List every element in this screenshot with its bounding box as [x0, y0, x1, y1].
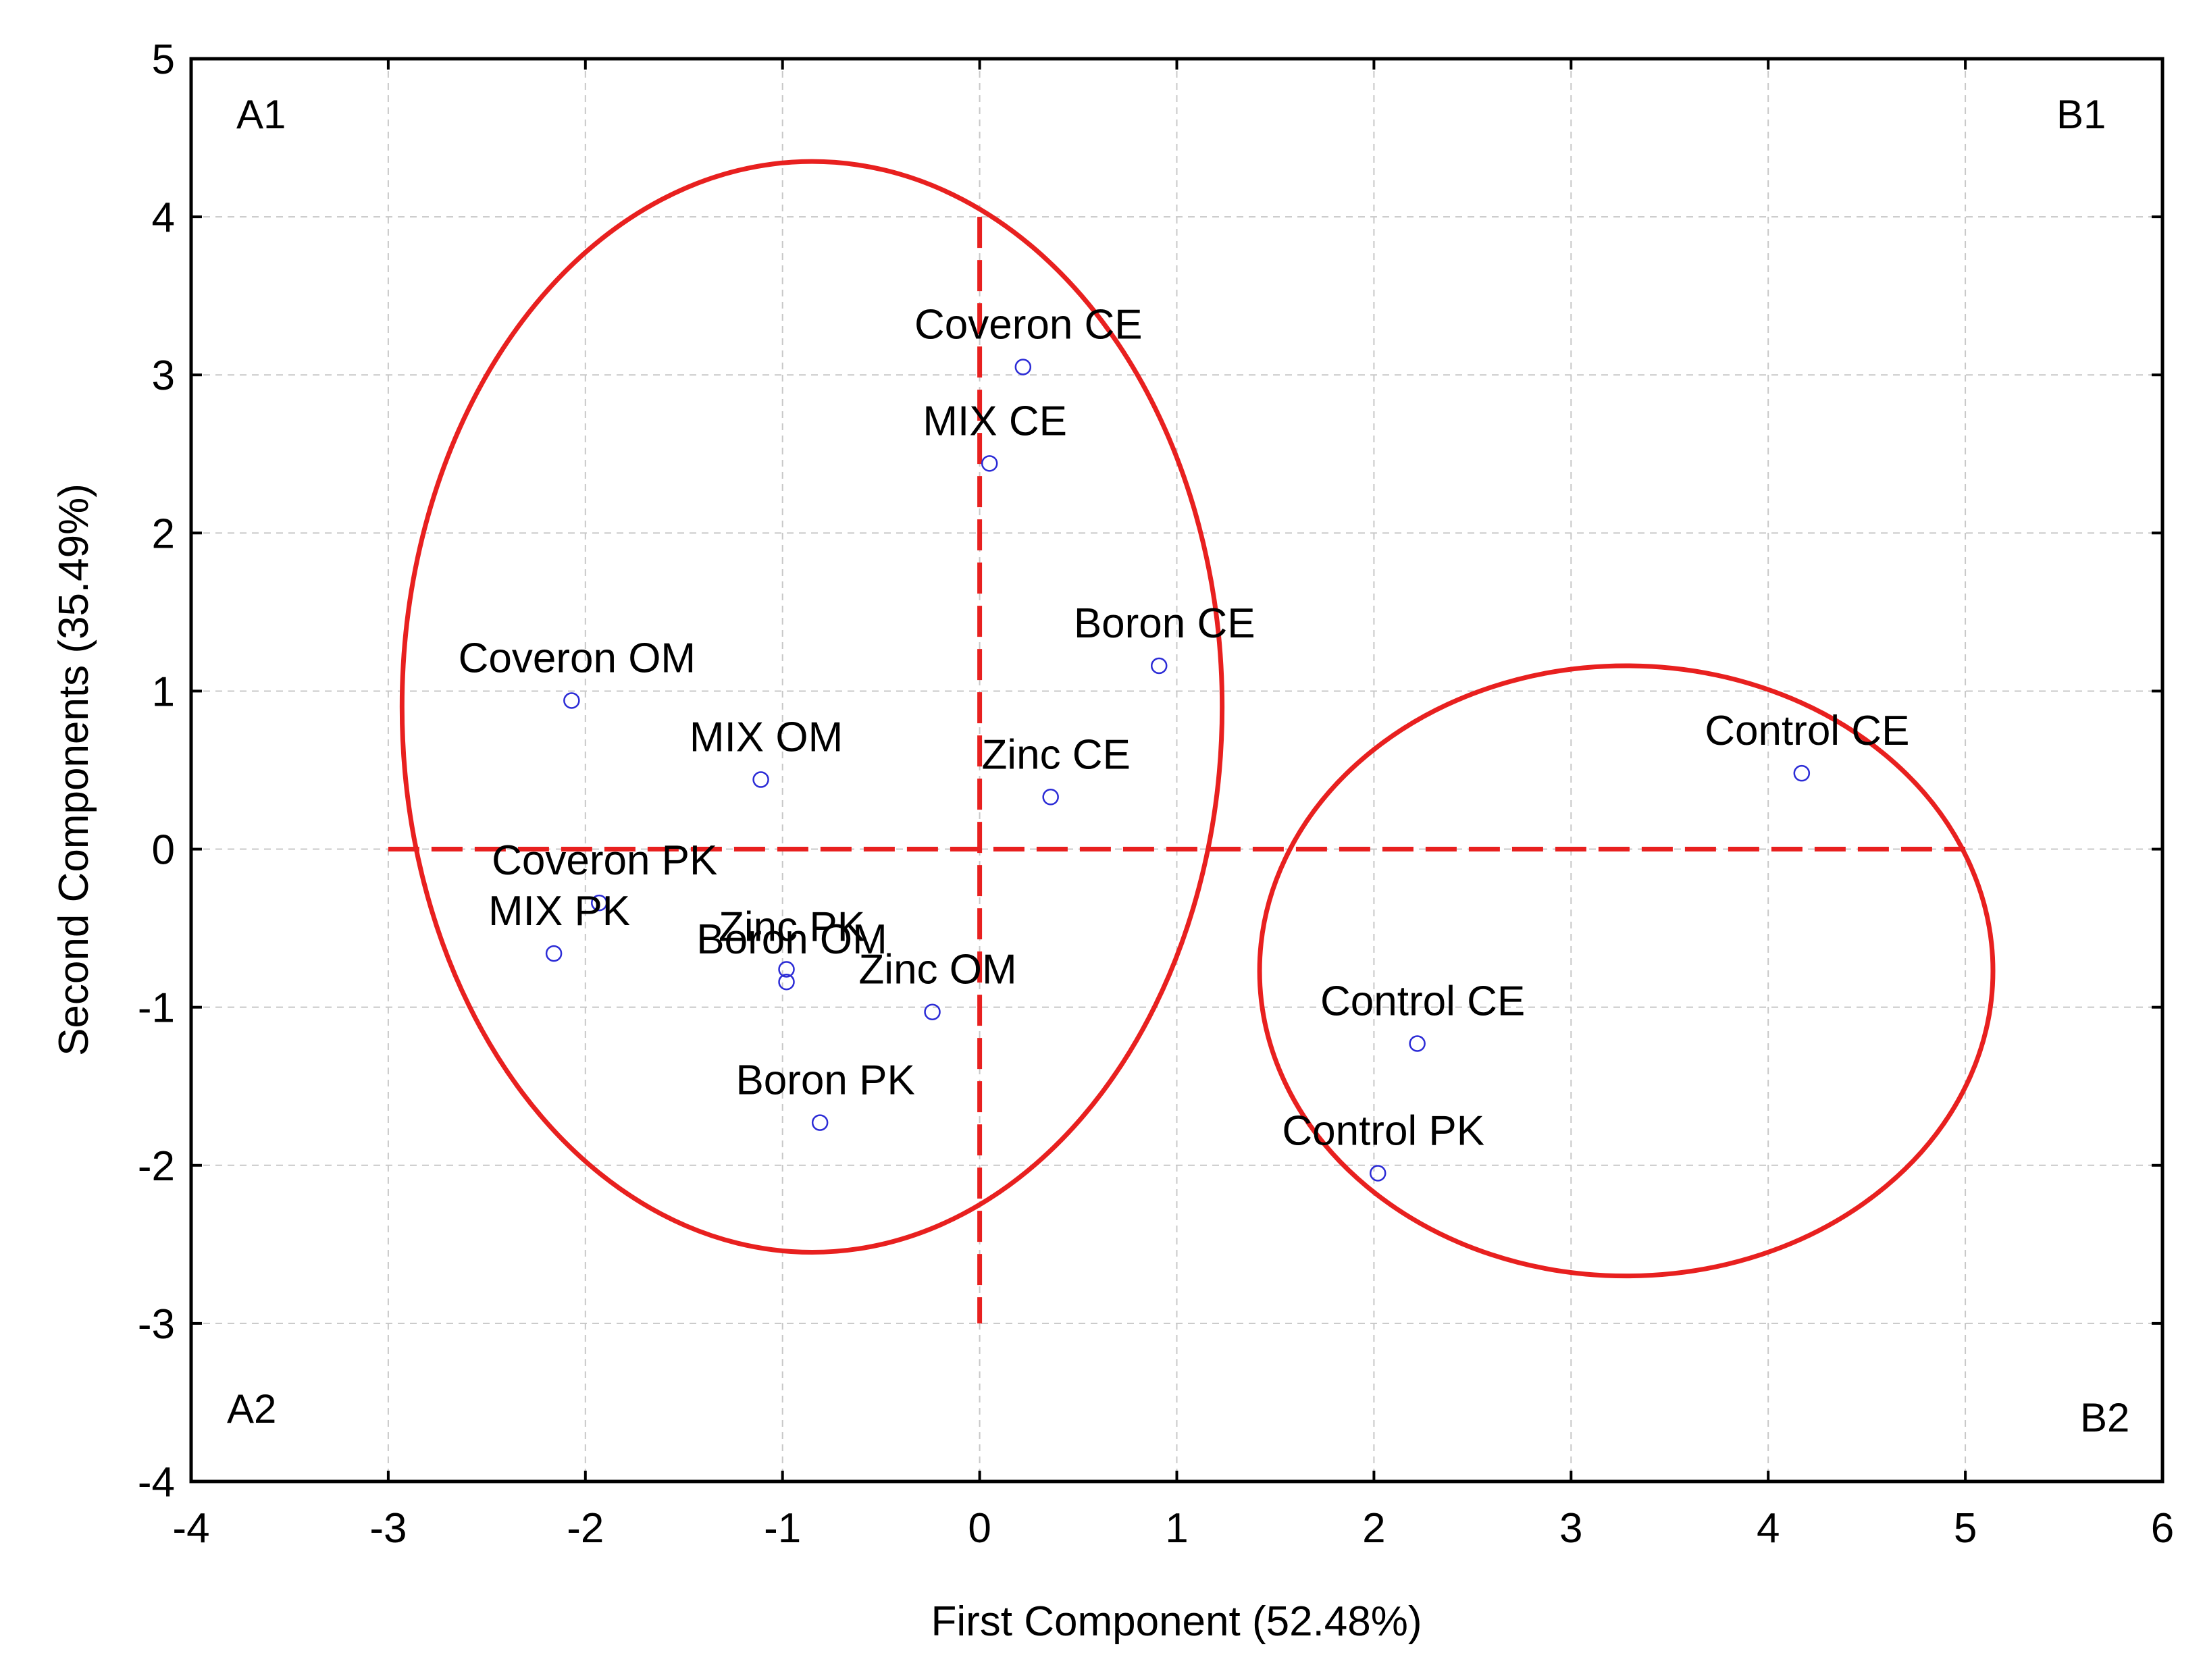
x-tick-label: 4 [1757, 1505, 1780, 1552]
y-tick-label: -3 [138, 1301, 175, 1348]
point-label-control-ce: Control CE [1320, 978, 1525, 1025]
point-label-boron-pk: Boron PK [735, 1057, 914, 1104]
point-layer: Coveron CE MIX CE Boron CE Coveron OM MIX OM… [459, 302, 1909, 1182]
x-tick-label: 1 [1165, 1505, 1188, 1552]
point-coveron-pk [590, 894, 608, 912]
y-tick-label: 1 [152, 668, 175, 715]
point-label-coveron-pk: Coveron PK [492, 837, 717, 884]
point-zinc-ce [1042, 789, 1059, 806]
y-tick-label: 0 [152, 827, 175, 874]
x-tick-label: -2 [567, 1505, 604, 1552]
point-label-mix-om: MIX OM [690, 714, 843, 761]
ellipse-group-b [1257, 663, 1996, 1279]
x-tick-label: 2 [1362, 1505, 1385, 1552]
x-tick-label: 5 [1954, 1505, 1977, 1552]
y-tick-label: 4 [152, 194, 175, 241]
point-control-ce [1409, 1035, 1426, 1052]
y-tick-label: 5 [152, 36, 175, 83]
point-zinc-om [924, 1003, 941, 1020]
point-label-zinc-ce: Zinc CE [981, 731, 1130, 778]
quadrant-label-b1: B1 [2056, 92, 2106, 137]
x-tick-label: 0 [968, 1505, 991, 1552]
x-tick-label: -1 [764, 1505, 801, 1552]
x-tick-label: -3 [369, 1505, 407, 1552]
y-tick-label: 3 [152, 352, 175, 399]
y-tick-label: -4 [138, 1459, 175, 1506]
quadrant-label-a2: A2 [227, 1386, 276, 1432]
point-label-zinc-om: Zinc OM [858, 947, 1016, 993]
y-tick-label: 2 [152, 510, 175, 557]
point-boron-ce [1150, 657, 1168, 675]
quadrant-label-b2: B2 [2080, 1395, 2129, 1440]
point-label-control-pk: Control PK [1282, 1107, 1484, 1154]
point-label-zinc-pk: Zinc PK [719, 903, 865, 950]
point-zinc-pk [778, 961, 795, 978]
y-axis-title: Second Components (35.49%) [51, 483, 97, 1056]
x-tick-label: -4 [172, 1505, 209, 1552]
point-mix-pk [545, 945, 563, 962]
point-label-mix-pk: MIX PK [488, 888, 630, 935]
point-label-boron-ce: Boron CE [1074, 600, 1255, 647]
point-coveron-om [563, 692, 580, 709]
ellipse-group-a [399, 159, 1225, 1255]
y-tick-label: -1 [138, 985, 175, 1032]
x-tick-label: 6 [2151, 1505, 2174, 1552]
y-tick-label: -2 [138, 1143, 175, 1190]
point-label-coveron-ce: Coveron CE [914, 302, 1143, 348]
point-control-ce [1793, 764, 1811, 782]
x-tick-label: 3 [1559, 1505, 1582, 1552]
point-label-mix-ce: MIX CE [923, 398, 1067, 444]
tick-layer: -4 -3 -2 -1 0 1 2 3 4 5 6 -4 -3 -2 -1 0 1 2 3 4 5 [138, 36, 2174, 1552]
point-label-boron-om: Boron OM [696, 916, 887, 963]
point-boron-om [778, 973, 795, 991]
point-coveron-ce [1014, 359, 1032, 375]
quadrant-label-a1: A1 [236, 92, 286, 137]
guide-layer [388, 217, 1966, 1323]
point-control-pk [1369, 1165, 1386, 1182]
point-label-control-ce: Control CE [1705, 708, 1909, 754]
x-axis-title: First Component (52.48%) [931, 1598, 1422, 1645]
point-mix-ce [981, 455, 998, 472]
point-label-coveron-om: Coveron OM [459, 635, 696, 681]
ellipse-layer [399, 159, 1996, 1279]
point-boron-pk [811, 1114, 829, 1131]
point-mix-om [752, 771, 769, 788]
grid-layer [191, 59, 2162, 1481]
